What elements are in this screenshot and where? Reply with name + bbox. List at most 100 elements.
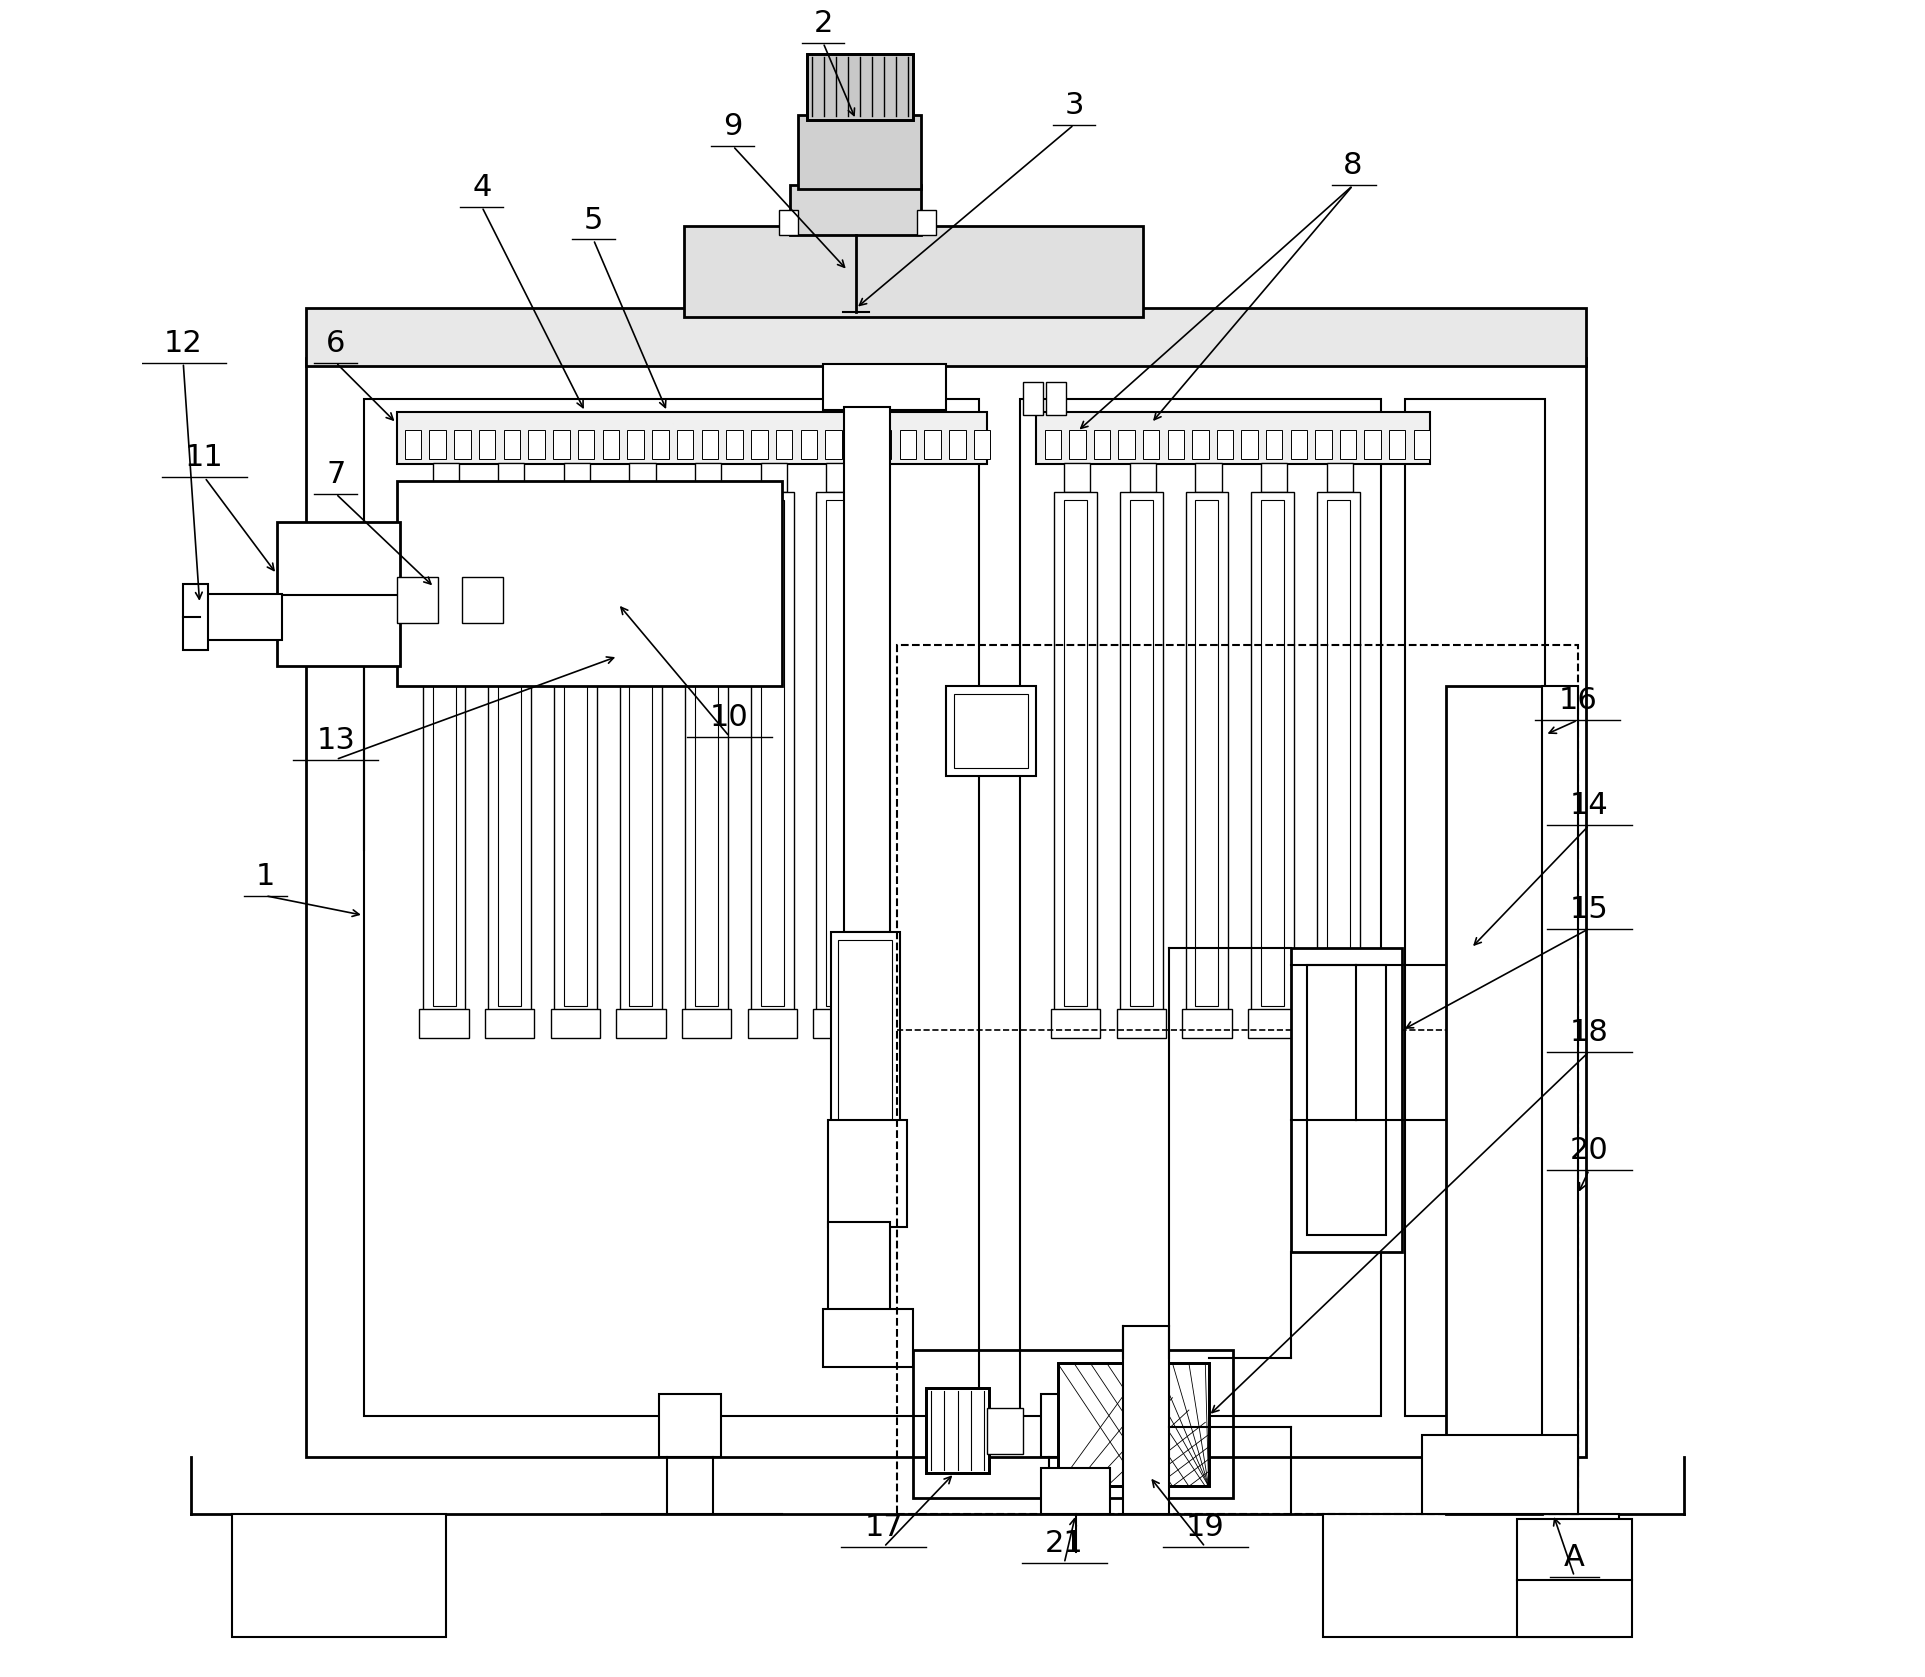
Bar: [685, 491, 728, 1015]
Bar: [681, 1010, 732, 1038]
Bar: [603, 429, 620, 459]
Text: 3: 3: [1065, 91, 1084, 119]
Bar: [1143, 429, 1159, 459]
Bar: [1192, 429, 1209, 459]
Bar: [1326, 500, 1349, 1006]
Text: 17: 17: [864, 1513, 903, 1543]
Bar: [1195, 463, 1222, 491]
Bar: [897, 644, 1578, 1514]
Bar: [616, 1010, 666, 1038]
Bar: [751, 491, 793, 1015]
Bar: [837, 941, 891, 1120]
Bar: [926, 1389, 989, 1472]
Bar: [799, 114, 922, 188]
Bar: [1290, 429, 1307, 459]
Bar: [628, 429, 643, 459]
Text: 7: 7: [325, 459, 345, 490]
Text: 4: 4: [472, 173, 491, 201]
Bar: [801, 429, 816, 459]
Text: 12: 12: [164, 329, 202, 357]
Bar: [816, 491, 859, 1015]
Bar: [747, 1010, 797, 1038]
Bar: [1130, 463, 1157, 491]
Bar: [1290, 948, 1401, 1251]
Bar: [1182, 1010, 1232, 1038]
Bar: [1326, 463, 1353, 491]
Text: 13: 13: [316, 726, 356, 755]
Bar: [791, 186, 922, 235]
Bar: [974, 429, 989, 459]
Bar: [1130, 500, 1153, 1006]
Bar: [1413, 429, 1430, 459]
Bar: [504, 429, 520, 459]
Bar: [1065, 463, 1090, 491]
Bar: [629, 463, 656, 491]
Bar: [776, 429, 793, 459]
Bar: [683, 226, 1143, 317]
Bar: [780, 210, 799, 235]
Bar: [807, 54, 912, 119]
Text: 2: 2: [814, 8, 834, 37]
Bar: [1405, 399, 1546, 1415]
Bar: [433, 500, 456, 1006]
Bar: [397, 413, 988, 465]
Bar: [1168, 429, 1184, 459]
Bar: [1051, 1010, 1101, 1038]
Bar: [420, 1010, 468, 1038]
Bar: [1186, 491, 1228, 1015]
Bar: [824, 1310, 912, 1367]
Bar: [826, 500, 849, 1006]
Bar: [1068, 429, 1086, 459]
Bar: [1423, 1436, 1578, 1514]
Bar: [924, 429, 941, 459]
Bar: [397, 577, 437, 624]
Bar: [1390, 429, 1405, 459]
Bar: [364, 399, 980, 1415]
Bar: [529, 429, 545, 459]
Bar: [1055, 491, 1097, 1015]
Text: 9: 9: [724, 112, 743, 141]
Bar: [551, 1010, 601, 1038]
Bar: [1041, 1395, 1103, 1457]
Bar: [899, 429, 916, 459]
Text: 16: 16: [1559, 686, 1598, 716]
Bar: [1313, 1010, 1363, 1038]
Bar: [1041, 1469, 1111, 1514]
Bar: [397, 481, 782, 686]
Bar: [1120, 491, 1163, 1015]
Bar: [812, 1010, 862, 1038]
Bar: [200, 594, 281, 641]
Bar: [1217, 429, 1234, 459]
Text: 10: 10: [710, 703, 749, 731]
Text: 1: 1: [256, 862, 275, 890]
Text: 18: 18: [1569, 1018, 1609, 1046]
Bar: [306, 357, 1586, 1457]
Bar: [658, 1395, 722, 1457]
Bar: [404, 429, 422, 459]
Bar: [564, 500, 587, 1006]
Bar: [1242, 429, 1257, 459]
Bar: [826, 429, 841, 459]
Bar: [912, 1350, 1234, 1498]
Bar: [851, 429, 866, 459]
Bar: [424, 491, 466, 1015]
Bar: [760, 463, 787, 491]
Bar: [306, 309, 1586, 366]
Text: 8: 8: [1344, 151, 1363, 181]
Bar: [751, 429, 768, 459]
Bar: [1542, 686, 1578, 1514]
Text: 14: 14: [1569, 792, 1609, 820]
Bar: [1116, 1010, 1167, 1038]
Bar: [832, 932, 901, 1129]
Bar: [1322, 1514, 1619, 1637]
Bar: [1365, 429, 1380, 459]
Bar: [1057, 1363, 1209, 1486]
Text: 20: 20: [1569, 1135, 1609, 1166]
Bar: [1317, 491, 1359, 1015]
Bar: [1446, 686, 1542, 1514]
Bar: [1057, 1363, 1209, 1486]
Bar: [462, 577, 502, 624]
Bar: [1195, 500, 1219, 1006]
Bar: [826, 463, 853, 491]
Bar: [564, 463, 591, 491]
